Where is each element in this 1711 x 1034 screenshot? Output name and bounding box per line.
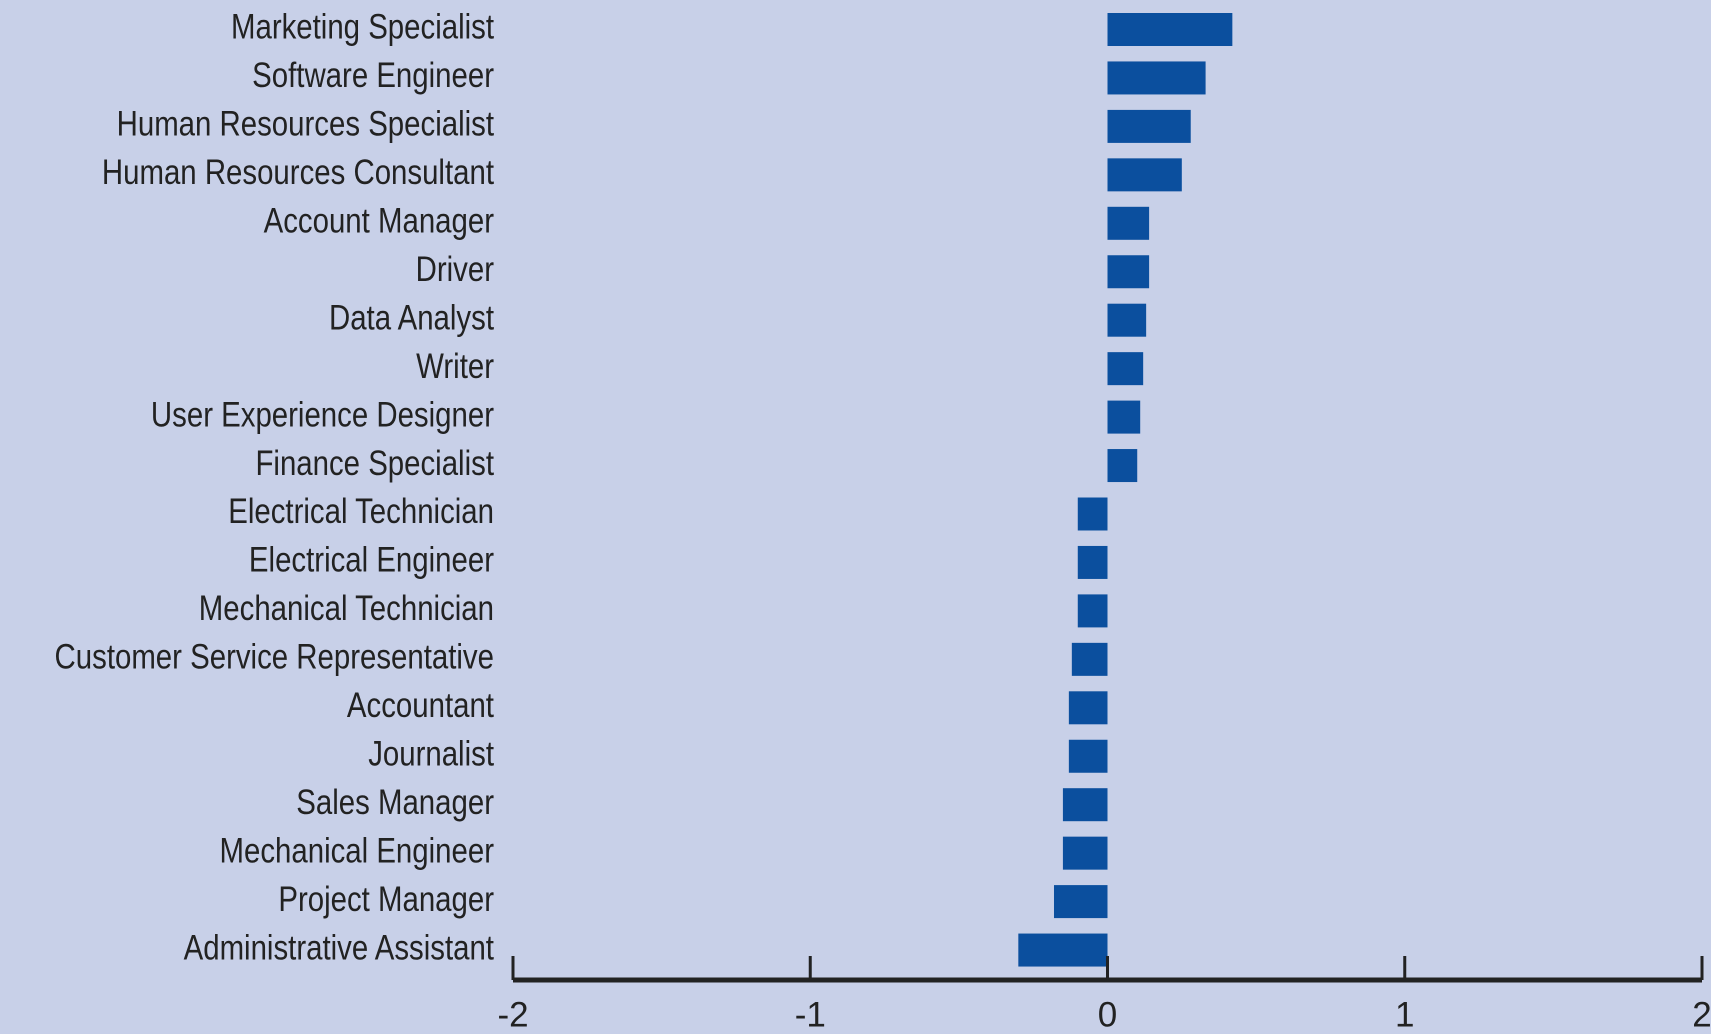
bar: [1107, 109, 1191, 143]
x-tick-label: -2: [497, 995, 528, 1034]
y-tick-label: Electrical Technician: [228, 492, 494, 531]
bar: [1107, 158, 1182, 192]
bar: [1071, 642, 1108, 676]
y-tick-label: Electrical Engineer: [249, 540, 494, 579]
y-tick-label: Data Analyst: [329, 298, 494, 337]
y-tick-label: Writer: [416, 346, 494, 385]
y-tick-label: Mechanical Technician: [199, 589, 494, 628]
bar: [1077, 594, 1108, 628]
bar: [1053, 885, 1108, 919]
y-tick-label: User Experience Designer: [151, 395, 494, 434]
bar: [1077, 545, 1108, 579]
x-tick-label: 1: [1395, 995, 1414, 1034]
bar: [1107, 352, 1144, 386]
y-tick-label: Software Engineer: [252, 56, 494, 95]
y-tick-label: Human Resources Specialist: [117, 104, 494, 143]
bar: [1077, 497, 1108, 531]
bar: [1107, 400, 1141, 434]
bar: [1107, 255, 1150, 289]
y-tick-label: Administrative Assistant: [184, 928, 494, 967]
bar: [1068, 739, 1108, 773]
bar: [1107, 61, 1206, 95]
y-tick-label: Journalist: [368, 734, 494, 773]
y-tick-label: Mechanical Engineer: [220, 831, 495, 870]
x-tick-label: 0: [1098, 995, 1117, 1034]
category-labels: Marketing Specialist Software Engineer Hum…: [55, 7, 495, 967]
y-tick-label: Sales Manager: [296, 783, 494, 822]
y-tick-label: Driver: [416, 250, 495, 289]
y-tick-label: Human Resources Consultant: [102, 153, 494, 192]
bar: [1018, 933, 1108, 967]
y-tick-label: Customer Service Representative: [55, 637, 494, 676]
bar: [1068, 691, 1108, 725]
y-tick-label: Finance Specialist: [255, 443, 494, 482]
y-tick-label: Project Manager: [278, 879, 494, 918]
y-tick-label: Marketing Specialist: [231, 7, 494, 46]
x-tick-label: -1: [795, 995, 826, 1034]
y-tick-label: Account Manager: [264, 201, 495, 240]
bar: [1107, 449, 1138, 483]
bar: [1107, 303, 1147, 337]
y-tick-label: Accountant: [347, 686, 494, 725]
bar: [1107, 206, 1150, 240]
bar: [1062, 836, 1108, 870]
bar: [1107, 13, 1233, 46]
bar: [1062, 788, 1108, 822]
x-tick-label: 2: [1692, 995, 1711, 1034]
